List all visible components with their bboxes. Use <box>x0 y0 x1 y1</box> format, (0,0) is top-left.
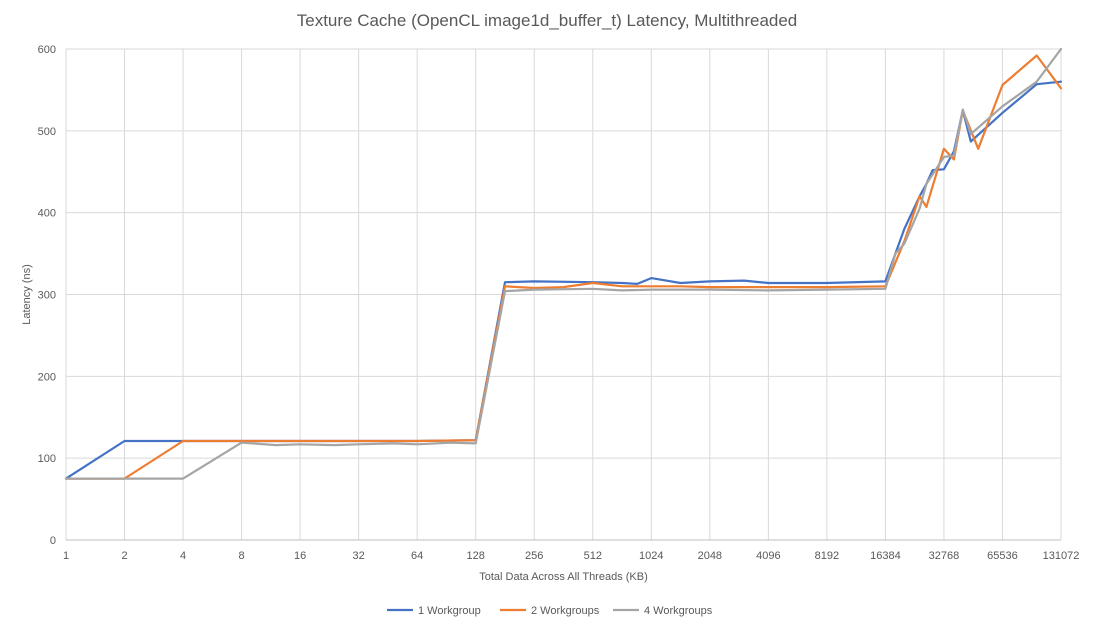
x-tick-label: 16384 <box>870 550 901 562</box>
series-line-3 <box>64 47 1063 480</box>
grid <box>65 48 1062 541</box>
chart-title: Texture Cache (OpenCL image1d_buffer_t) … <box>296 11 798 30</box>
x-tick-label: 1 <box>63 550 69 562</box>
x-tick-label: 4096 <box>756 550 780 562</box>
x-tick-label: 4 <box>180 550 186 562</box>
axes: 0 100 200 300 400 500 600 1 2 4 8 16 32 64 128 256 512 10… <box>21 44 1079 583</box>
x-tick-label: 64 <box>411 550 423 562</box>
x-tick-label: 256 <box>525 550 543 562</box>
x-tick-label: 1024 <box>639 550 663 562</box>
x-axis-title: Total Data Across All Threads (KB) <box>479 571 648 583</box>
legend-label: 2 Workgroups <box>531 605 600 617</box>
legend-label: 1 Workgroup <box>418 605 481 617</box>
y-tick-label: 200 <box>38 371 56 383</box>
y-tick-label: 0 <box>50 535 56 547</box>
x-tick-label: 131072 <box>1043 550 1080 562</box>
x-tick-label: 128 <box>467 550 485 562</box>
x-tick-label: 16 <box>294 550 306 562</box>
x-tick-label: 512 <box>584 550 602 562</box>
y-tick-label: 500 <box>38 126 56 138</box>
legend: 1 Workgroup 2 Workgroups 4 Workgroups <box>387 605 713 617</box>
x-tick-label: 2 <box>121 550 127 562</box>
y-tick-label: 400 <box>38 208 56 220</box>
y-tick-label: 100 <box>38 453 56 465</box>
x-tick-label: 2048 <box>698 550 722 562</box>
series-line-1 <box>64 80 1063 480</box>
y-tick-label: 300 <box>38 290 56 302</box>
x-tick-label: 8 <box>239 550 245 562</box>
y-tick-label: 600 <box>38 44 56 56</box>
series-layer <box>64 47 1063 480</box>
y-axis-title: Latency (ns) <box>21 264 33 325</box>
x-tick-label: 32768 <box>929 550 960 562</box>
x-tick-label: 8192 <box>815 550 839 562</box>
x-tick-label: 65536 <box>987 550 1018 562</box>
x-tick-label: 32 <box>353 550 365 562</box>
series-line-2 <box>64 54 1063 480</box>
legend-label: 4 Workgroups <box>644 605 713 617</box>
